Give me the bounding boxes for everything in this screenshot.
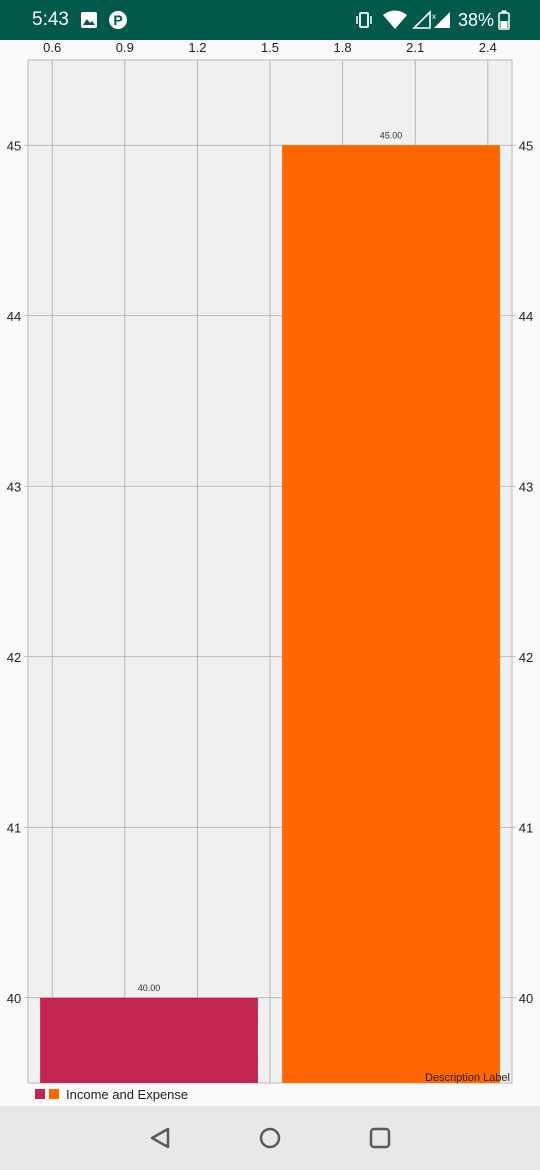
- x-tick-label: 0.6: [43, 40, 61, 55]
- y-tick-label-left: 41: [7, 820, 21, 835]
- bar: [282, 145, 500, 1083]
- status-bar: 5:43 P x 38%: [0, 0, 540, 40]
- chart-svg: 40.00 45.00 0.6 0.9 1.2 1.5 1.8 2.1 2.4 40 40 41 41 4…: [7, 40, 533, 1102]
- bar: [40, 997, 258, 1083]
- status-right-icons: x 38%: [354, 8, 510, 32]
- y-tick-label-right: 45: [519, 138, 533, 153]
- y-tick-label-right: 43: [519, 479, 533, 494]
- parking-p-icon: P: [109, 11, 127, 29]
- y-tick-label-left: 40: [7, 991, 21, 1006]
- y-tick-label-left: 42: [7, 650, 21, 665]
- y-tick-label-right: 40: [519, 991, 533, 1006]
- legend-swatch: [49, 1089, 59, 1099]
- legend-swatch: [35, 1089, 45, 1099]
- y-tick-label-right: 44: [519, 309, 533, 324]
- x-tick-label: 1.2: [188, 40, 206, 55]
- battery-percent: 38%: [457, 10, 494, 30]
- x-tick-label: 2.1: [406, 40, 424, 55]
- bar-chart: 40.00 45.00 0.6 0.9 1.2 1.5 1.8 2.1 2.4 40 40 41 41 4…: [0, 40, 540, 1106]
- y-tick-label-right: 41: [519, 820, 533, 835]
- plot-border: [27, 59, 513, 1084]
- vibrate-icon: [356, 12, 372, 28]
- x-tick-label: 0.9: [116, 40, 134, 55]
- status-time: 5:43: [32, 9, 69, 30]
- bar-value-label: 45.00: [380, 130, 403, 140]
- x-tick-label: 2.4: [479, 40, 497, 55]
- recents-icon[interactable]: [366, 1124, 394, 1152]
- x-tick-label: 1.8: [334, 40, 352, 55]
- y-tick-label-left: 45: [7, 138, 21, 153]
- legend-label: Income and Expense: [66, 1087, 188, 1102]
- y-tick-label-left: 44: [7, 309, 21, 324]
- image-icon: [81, 12, 97, 28]
- y-tick-label-left: 43: [7, 479, 21, 494]
- svg-text:P: P: [113, 12, 122, 28]
- wifi-icon: [382, 10, 407, 29]
- battery-icon: [498, 10, 510, 30]
- back-icon[interactable]: [146, 1124, 174, 1152]
- home-icon[interactable]: [256, 1124, 284, 1152]
- svg-text:x: x: [432, 12, 436, 21]
- navigation-bar: [0, 1106, 540, 1170]
- x-tick-label: 1.5: [261, 40, 279, 55]
- description-label: Description Label: [425, 1072, 510, 1084]
- bar-value-label: 40.00: [138, 983, 161, 993]
- signal-icon: x: [412, 10, 450, 29]
- status-left-icons: P: [80, 10, 128, 30]
- y-tick-label-right: 42: [519, 650, 533, 665]
